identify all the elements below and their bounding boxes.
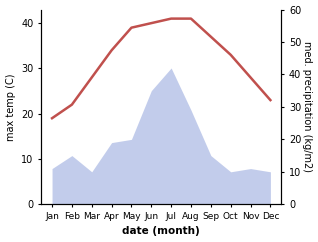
Y-axis label: med. precipitation (kg/m2): med. precipitation (kg/m2) — [302, 41, 313, 172]
X-axis label: date (month): date (month) — [122, 227, 200, 236]
Y-axis label: max temp (C): max temp (C) — [5, 73, 16, 141]
